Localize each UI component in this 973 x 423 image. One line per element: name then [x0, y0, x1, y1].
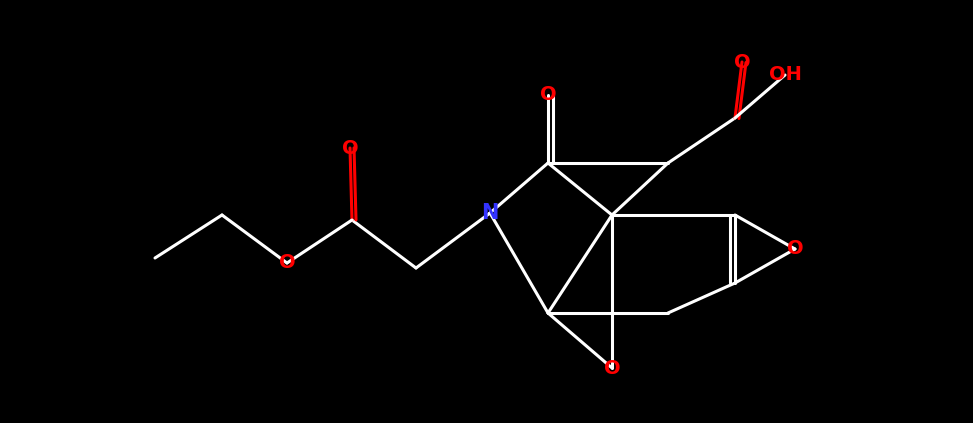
Text: O: O — [540, 85, 557, 104]
Text: O: O — [278, 253, 296, 272]
Text: N: N — [482, 203, 499, 223]
Text: OH: OH — [769, 66, 802, 85]
Text: O: O — [734, 52, 750, 71]
Text: O: O — [603, 359, 621, 377]
Text: O: O — [787, 239, 804, 258]
Text: O: O — [342, 138, 358, 157]
